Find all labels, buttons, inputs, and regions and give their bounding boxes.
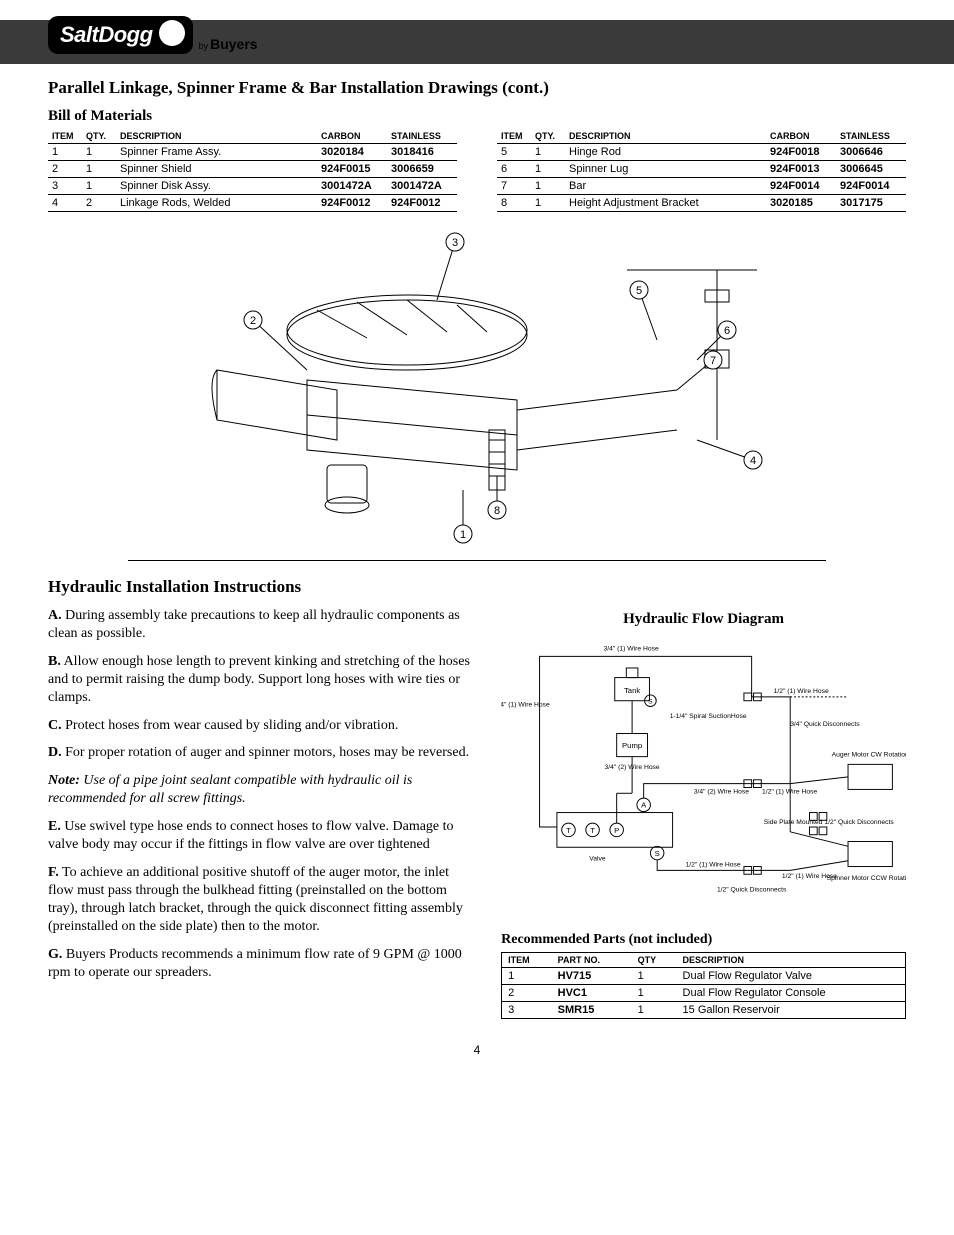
instruction-item: C. Protect hoses from wear caused by sli…	[48, 717, 473, 735]
logo-saltdogg: SaltDogg	[48, 16, 193, 54]
svg-text:7: 7	[710, 355, 716, 367]
table-row: 2HVC11Dual Flow Regulator Console	[502, 985, 906, 1002]
table-row: 71Bar924F0014924F0014	[497, 178, 906, 195]
svg-text:3: 3	[452, 237, 458, 249]
flow-diagram: 3/4" (1) Wire Hose Tank Pump 1-1/4" Spiral …	[501, 634, 906, 914]
svg-text:T: T	[590, 826, 595, 835]
table-row: 31Spinner Disk Assy.3001472A3001472A	[48, 178, 457, 195]
page-number: 4	[48, 1043, 906, 1057]
instruction-item: Note: Use of a pipe joint sealant compat…	[48, 772, 473, 808]
th-item: Item	[48, 129, 82, 144]
svg-text:A: A	[641, 801, 647, 810]
flow-diagram-title: Hydraulic Flow Diagram	[501, 611, 906, 628]
svg-text:2: 2	[250, 315, 256, 327]
svg-text:6: 6	[724, 325, 730, 337]
hydraulic-title: Hydraulic Installation Instructions	[48, 577, 906, 597]
svg-text:3/4" (2) Wire Hose: 3/4" (2) Wire Hose	[605, 764, 660, 771]
svg-text:S: S	[655, 849, 660, 858]
table-row: 11Spinner Frame Assy.30201843018416	[48, 144, 457, 161]
instruction-item: G. Buyers Products recommends a minimum …	[48, 946, 473, 982]
svg-text:Valve: Valve	[589, 856, 606, 863]
recommended-table: Item Part No. Qty Description 1HV7151Dua…	[501, 952, 906, 1019]
th-desc: Description	[116, 129, 317, 144]
svg-text:Side Plate Mounted 1/2" Quick: Side Plate Mounted 1/2" Quick Disconnect…	[764, 819, 895, 826]
instruction-item: B. Allow enough hose length to prevent k…	[48, 653, 473, 707]
svg-text:8: 8	[494, 505, 500, 517]
svg-text:3/4" (1) Wire Hose: 3/4" (1) Wire Hose	[604, 646, 659, 653]
svg-text:4: 4	[750, 455, 756, 467]
separator	[128, 560, 826, 561]
instruction-item: F. To achieve an additional positive shu…	[48, 864, 473, 936]
instruction-item: D. For proper rotation of auger and spin…	[48, 744, 473, 762]
svg-text:S: S	[648, 699, 653, 706]
table-row: 42Linkage Rods, Welded924F0012924F0012	[48, 195, 457, 212]
svg-text:P: P	[614, 826, 619, 835]
bom-table-right: Item Qty. Description Carbon Stainless 5…	[497, 129, 906, 212]
svg-text:Pump: Pump	[622, 741, 642, 750]
svg-text:T: T	[566, 826, 571, 835]
logo-buyers: byBuyers	[199, 36, 258, 54]
svg-text:3/4" Quick Disconnects: 3/4" Quick Disconnects	[790, 721, 860, 728]
header-bar: SaltDogg byBuyers	[0, 20, 954, 64]
instruction-item: E. Use swivel type hose ends to connect …	[48, 818, 473, 854]
svg-text:3/4" (1) Wire Hose: 3/4" (1) Wire Hose	[501, 702, 550, 709]
table-row: 61Spinner Lug924F00133006645	[497, 161, 906, 178]
table-row: 51Hinge Rod924F00183006646	[497, 144, 906, 161]
th-carbon: Carbon	[317, 129, 387, 144]
table-row: 21Spinner Shield924F00153006659	[48, 161, 457, 178]
svg-text:Auger Motor CW Rotation: Auger Motor CW Rotation	[832, 752, 906, 759]
svg-text:3/4" (2) Wire Hose: 3/4" (2) Wire Hose	[694, 788, 749, 795]
assembly-diagram: 1 2 3 4 5 6 7 8	[48, 230, 906, 550]
table-row: 81Height Adjustment Bracket3020185301717…	[497, 195, 906, 212]
svg-text:1/2" (1) Wire Hose: 1/2" (1) Wire Hose	[762, 788, 817, 795]
bom-title: Bill of Materials	[48, 108, 906, 125]
svg-text:1/2" (1) Wire Hose: 1/2" (1) Wire Hose	[686, 862, 741, 869]
bom-table-left: Item Qty. Description Carbon Stainless 1…	[48, 129, 457, 212]
logo: SaltDogg byBuyers	[48, 16, 258, 54]
svg-text:1/2" (1) Wire Hose: 1/2" (1) Wire Hose	[774, 688, 829, 695]
th-stainless: Stainless	[387, 129, 457, 144]
instructions: A. During assembly take precautions to k…	[48, 603, 473, 1019]
instruction-item: A. During assembly take precautions to k…	[48, 607, 473, 643]
svg-text:5: 5	[636, 285, 642, 297]
svg-text:1: 1	[460, 529, 466, 541]
table-row: 1HV7151Dual Flow Regulator Valve	[502, 968, 906, 985]
svg-text:Spinner Motor CCW Rotation: Spinner Motor CCW Rotation	[827, 875, 906, 882]
section-title: Parallel Linkage, Spinner Frame & Bar In…	[48, 78, 906, 98]
svg-text:Tank: Tank	[624, 686, 640, 695]
recommended-title: Recommended Parts (not included)	[501, 932, 906, 948]
bom-tables: Item Qty. Description Carbon Stainless 1…	[48, 129, 906, 212]
th-qty: Qty.	[82, 129, 116, 144]
svg-text:1-1/4" Spiral SuctionHose: 1-1/4" Spiral SuctionHose	[670, 713, 747, 720]
svg-text:1/2" Quick Disconnects: 1/2" Quick Disconnects	[717, 887, 787, 894]
table-row: 3SMR15115 Gallon Reservoir	[502, 1002, 906, 1019]
